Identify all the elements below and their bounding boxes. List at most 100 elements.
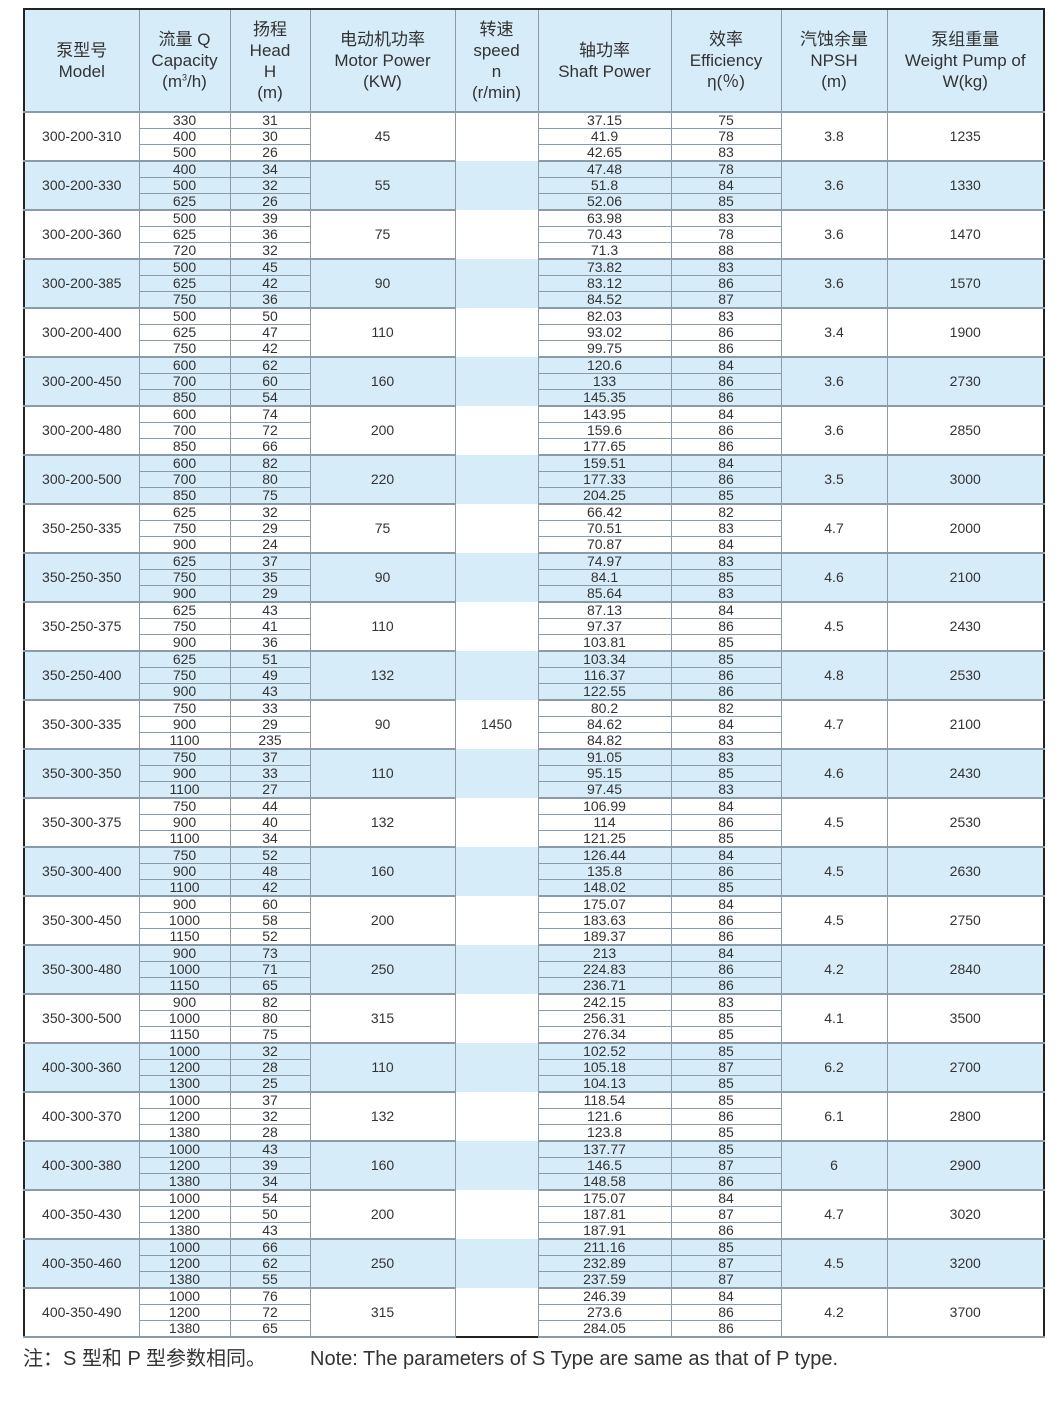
head-cell: 54 xyxy=(229,1190,310,1207)
header-shaft-power: 轴功率 Shaft Power xyxy=(537,9,671,113)
head-cell: 82 xyxy=(229,455,310,472)
efficiency-cell: 85 xyxy=(670,1239,781,1256)
model-cell: 350-300-450 xyxy=(24,896,139,946)
shaft-power-cell: 133 xyxy=(537,373,671,390)
model-cell: 350-250-350 xyxy=(24,553,139,603)
efficiency-cell: 83 xyxy=(670,732,781,750)
shaft-power-cell: 99.75 xyxy=(537,340,671,358)
head-cell: 32 xyxy=(229,1108,310,1125)
speed-cell xyxy=(454,1239,538,1288)
capacity-cell: 900 xyxy=(138,683,230,701)
table-row: 900 24 70.87 84 xyxy=(24,536,1044,554)
table-row: 300-200-385 500 45 90 73.82 83 3.6 1570 xyxy=(24,259,1044,309)
shaft-power-cell: 85.64 xyxy=(537,585,671,603)
head-cell: 34 xyxy=(229,830,310,848)
shaft-power-cell: 95.15 xyxy=(537,765,671,782)
table-row: 350-300-400 750 52 160 126.44 84 4.5 2630 xyxy=(24,847,1044,897)
motor-power-cell: 315 xyxy=(309,994,455,1044)
capacity-cell: 500 xyxy=(138,177,230,194)
table-row: 1150 75 276.34 85 xyxy=(24,1026,1044,1044)
head-cell: 55 xyxy=(229,1271,310,1289)
motor-power-cell: 160 xyxy=(309,847,455,897)
shaft-power-cell: 84.1 xyxy=(537,569,671,586)
table-row: 350-300-335 750 33 90 1450 80.2 82 4.7 2100 xyxy=(24,700,1044,750)
head-cell: 73 xyxy=(229,945,310,962)
efficiency-cell: 87 xyxy=(670,1059,781,1076)
speed-cell xyxy=(454,749,538,798)
table-row: 1380 43 187.91 86 xyxy=(24,1222,1044,1240)
shaft-power-cell: 74.97 xyxy=(537,553,671,570)
head-cell: 60 xyxy=(229,896,310,913)
capacity-cell: 1200 xyxy=(138,1206,230,1223)
shaft-power-cell: 204.25 xyxy=(537,487,671,505)
efficiency-cell: 83 xyxy=(670,144,781,162)
efficiency-cell: 84 xyxy=(670,1288,781,1305)
shaft-power-cell: 97.45 xyxy=(537,781,671,799)
motor-power-cell: 90 xyxy=(309,700,455,750)
table-row: 1380 34 148.58 86 xyxy=(24,1173,1044,1191)
model-cell: 350-300-350 xyxy=(24,749,139,799)
npsh-cell: 4.7 xyxy=(780,1190,887,1240)
head-cell: 33 xyxy=(229,700,310,717)
pump-parameters-table: 泵型号 Model 流量 Q Capacity (m3/h) 扬程 Head H (m) 电… xyxy=(23,8,1045,1338)
head-cell: 28 xyxy=(229,1059,310,1076)
motor-power-cell: 110 xyxy=(309,602,455,652)
efficiency-cell: 84 xyxy=(670,602,781,619)
shaft-power-cell: 97.37 xyxy=(537,618,671,635)
table-row: 1200 39 146.5 87 xyxy=(24,1157,1044,1174)
table-row: 350-300-500 900 82 315 242.15 83 4.1 3500 xyxy=(24,994,1044,1044)
head-cell: 30 xyxy=(229,128,310,145)
table-row: 900 48 135.8 86 xyxy=(24,863,1044,880)
head-cell: 74 xyxy=(229,406,310,423)
capacity-cell: 1380 xyxy=(138,1124,230,1142)
capacity-cell: 1200 xyxy=(138,1108,230,1125)
npsh-cell: 3.4 xyxy=(780,308,887,358)
npsh-cell: 4.6 xyxy=(780,553,887,603)
model-cell: 300-200-385 xyxy=(24,259,139,309)
efficiency-cell: 86 xyxy=(670,275,781,292)
capacity-cell: 900 xyxy=(138,896,230,913)
shaft-power-cell: 273.6 xyxy=(537,1304,671,1321)
capacity-cell: 1000 xyxy=(138,1141,230,1158)
capacity-cell: 750 xyxy=(138,847,230,864)
efficiency-cell: 85 xyxy=(670,1010,781,1027)
head-cell: 29 xyxy=(229,585,310,603)
capacity-cell: 625 xyxy=(138,275,230,292)
table-row: 400-350-460 1000 66 250 211.16 85 4.5 3200 xyxy=(24,1239,1044,1289)
capacity-cell: 1000 xyxy=(138,1043,230,1060)
speed-cell xyxy=(454,455,538,504)
weight-cell: 2700 xyxy=(886,1043,1044,1093)
capacity-cell: 600 xyxy=(138,357,230,374)
speed-cell xyxy=(454,847,538,896)
table-row: 350-300-480 900 73 250 213 84 4.2 2840 xyxy=(24,945,1044,995)
shaft-power-cell: 70.51 xyxy=(537,520,671,537)
model-cell: 400-300-360 xyxy=(24,1043,139,1093)
efficiency-cell: 84 xyxy=(670,945,781,962)
head-cell: 45 xyxy=(229,259,310,276)
efficiency-cell: 85 xyxy=(670,569,781,586)
shaft-power-cell: 189.37 xyxy=(537,928,671,946)
head-cell: 82 xyxy=(229,994,310,1011)
model-cell: 350-250-375 xyxy=(24,602,139,652)
head-cell: 50 xyxy=(229,1206,310,1223)
table-row: 1000 80 256.31 85 xyxy=(24,1010,1044,1027)
shaft-power-cell: 213 xyxy=(537,945,671,962)
head-cell: 47 xyxy=(229,324,310,341)
shaft-power-cell: 106.99 xyxy=(537,798,671,815)
shaft-power-cell: 103.34 xyxy=(537,651,671,668)
head-cell: 52 xyxy=(229,847,310,864)
weight-cell: 1235 xyxy=(886,112,1044,162)
table-row: 300-200-500 600 82 220 159.51 84 3.5 3000 xyxy=(24,455,1044,505)
head-cell: 50 xyxy=(229,308,310,325)
head-cell: 58 xyxy=(229,912,310,929)
table-row: 900 43 122.55 86 xyxy=(24,683,1044,701)
table-row: 625 26 52.06 85 xyxy=(24,193,1044,211)
efficiency-cell: 85 xyxy=(670,487,781,505)
weight-cell: 2430 xyxy=(886,749,1044,799)
efficiency-cell: 86 xyxy=(670,422,781,439)
shaft-power-cell: 41.9 xyxy=(537,128,671,145)
head-cell: 66 xyxy=(229,1239,310,1256)
table-row: 350-250-350 625 37 90 74.97 83 4.6 2100 xyxy=(24,553,1044,603)
capacity-cell: 720 xyxy=(138,242,230,260)
speed-cell xyxy=(454,161,538,210)
